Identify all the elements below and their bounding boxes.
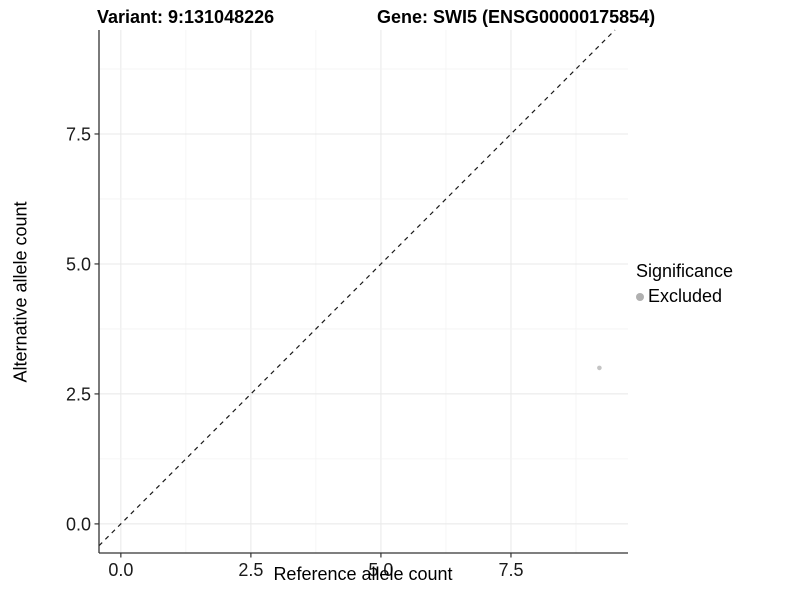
plot-title-variant: Variant: 9:131048226 bbox=[97, 7, 275, 27]
x-tick-label: 0.0 bbox=[108, 560, 133, 580]
data-point bbox=[597, 365, 602, 371]
y-tick-label: 0.0 bbox=[66, 514, 91, 534]
legend-key-dot-icon bbox=[636, 292, 644, 301]
legend-title: Significance bbox=[636, 261, 734, 281]
y-axis-label: Alternative allele count bbox=[10, 201, 31, 383]
legend-entry-label: Excluded bbox=[648, 286, 723, 306]
x-tick-label: 2.5 bbox=[238, 560, 263, 580]
y-tick-label: 2.5 bbox=[66, 384, 91, 404]
x-tick-label: 5.0 bbox=[368, 560, 393, 580]
y-tick-label: 7.5 bbox=[66, 124, 91, 144]
plot-title-gene: Gene: SWI5 (ENSG00000175854) bbox=[377, 7, 656, 27]
x-axis-label: Reference allele count bbox=[273, 564, 453, 584]
legend: Significance Excluded bbox=[636, 261, 733, 307]
legend-entry: Excluded bbox=[636, 286, 733, 307]
reference-diagonal-line bbox=[98, 29, 616, 547]
x-tick-label: 7.5 bbox=[498, 560, 523, 580]
y-tick-label: 5.0 bbox=[66, 254, 91, 274]
